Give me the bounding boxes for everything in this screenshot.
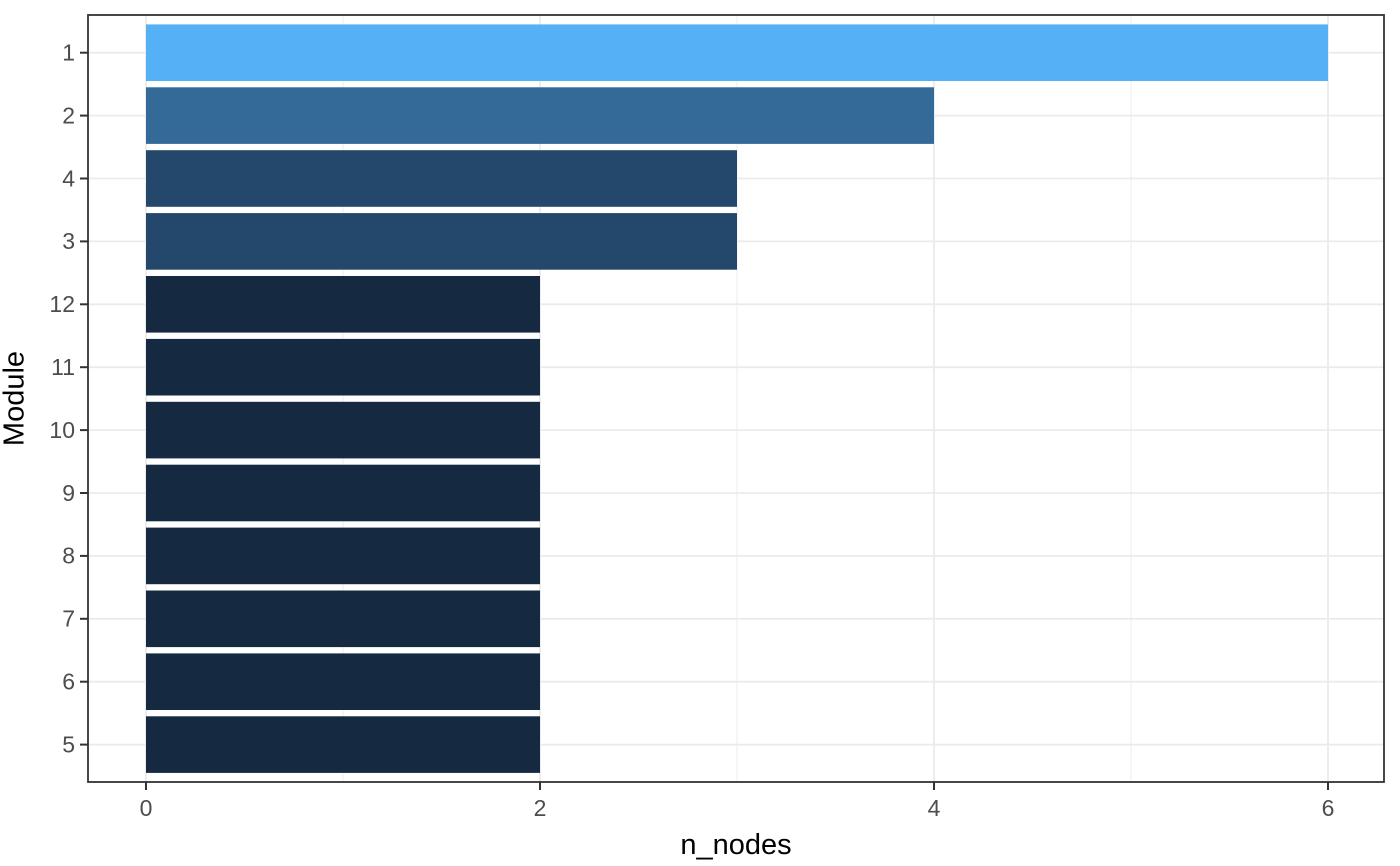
y-tick-label: 9 (62, 480, 75, 506)
bar (146, 276, 540, 333)
bar (146, 338, 540, 396)
bar (146, 150, 737, 207)
x-tick-label: 2 (534, 795, 547, 821)
y-tick-label: 1 (62, 40, 75, 66)
bar (146, 716, 540, 773)
bar (146, 87, 934, 144)
bar (146, 24, 1328, 81)
y-tick-label: 6 (62, 669, 75, 695)
x-axis-title: n_nodes (680, 829, 792, 861)
y-tick-label: 4 (62, 165, 75, 191)
bar (146, 590, 540, 648)
bar (146, 653, 540, 710)
y-axis-title: Module (0, 350, 31, 447)
x-tick-label: 6 (1322, 795, 1335, 821)
bar (146, 464, 540, 522)
panel-border (87, 14, 1385, 783)
y-tick-label: 2 (62, 102, 75, 128)
y-tick-label: 10 (49, 417, 75, 443)
bar (146, 213, 737, 270)
y-tick-label: 3 (62, 228, 75, 254)
y-tick-label: 5 (62, 731, 75, 757)
y-tick-label: 7 (62, 606, 75, 632)
x-tick-label: 4 (928, 795, 941, 821)
y-tick-label: 12 (49, 291, 75, 317)
bar (146, 401, 540, 459)
y-tick-label: 11 (51, 354, 75, 380)
x-tick-label: 0 (140, 795, 153, 821)
y-tick-label: 8 (62, 543, 75, 569)
bar (146, 527, 540, 585)
